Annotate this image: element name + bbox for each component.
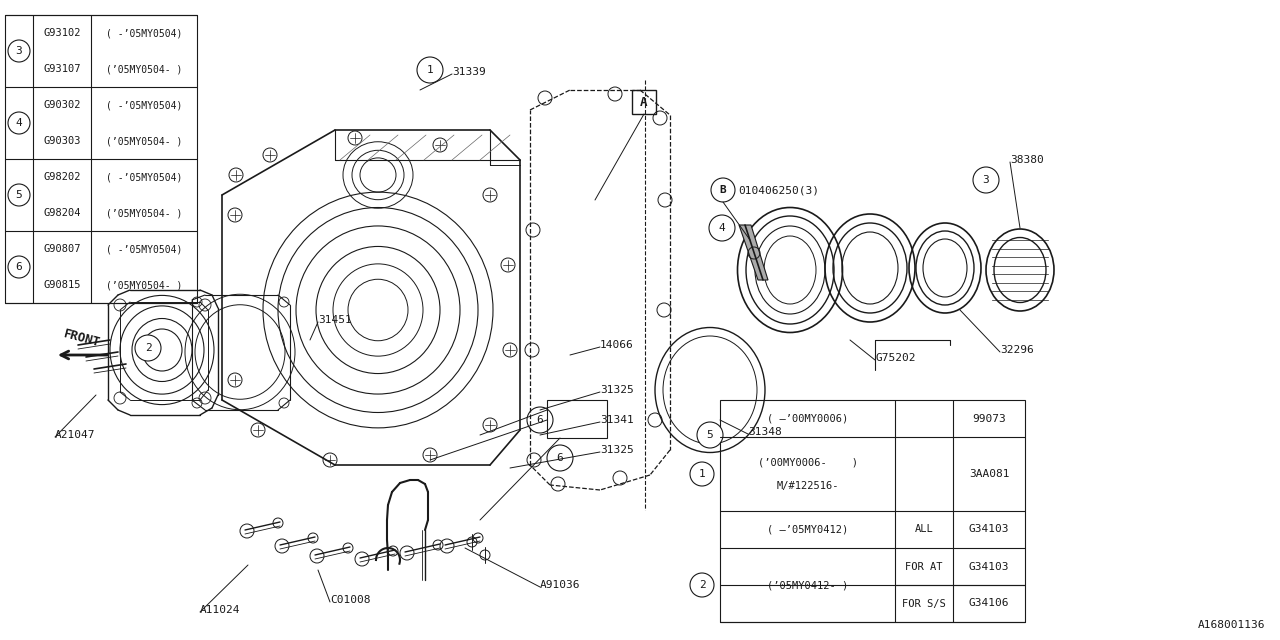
- Text: A91036: A91036: [540, 580, 581, 590]
- Text: 31451: 31451: [317, 315, 352, 325]
- Text: G90807: G90807: [44, 244, 81, 254]
- Text: 3: 3: [983, 175, 989, 185]
- Text: 5: 5: [707, 430, 713, 440]
- Text: 14066: 14066: [600, 340, 634, 350]
- Text: ( -’05MY0504): ( -’05MY0504): [106, 244, 182, 254]
- Text: C01008: C01008: [330, 595, 370, 605]
- Text: G34103: G34103: [969, 525, 1009, 534]
- Circle shape: [134, 335, 161, 361]
- Text: 31348: 31348: [748, 427, 782, 437]
- Text: G93102: G93102: [44, 28, 81, 38]
- Circle shape: [527, 407, 553, 433]
- Text: G98204: G98204: [44, 208, 81, 218]
- Bar: [5, 15, 197, 303]
- Text: FRONT: FRONT: [61, 327, 101, 349]
- Text: G90302: G90302: [44, 100, 81, 110]
- Text: ( -’05MY0504): ( -’05MY0504): [106, 100, 182, 110]
- Circle shape: [547, 445, 573, 471]
- Text: 38380: 38380: [1010, 155, 1043, 165]
- Text: 4: 4: [718, 223, 726, 233]
- Text: G34103: G34103: [969, 561, 1009, 572]
- Text: G90815: G90815: [44, 280, 81, 290]
- Text: 31339: 31339: [452, 67, 485, 77]
- Text: A168001136: A168001136: [1198, 620, 1265, 630]
- Bar: [632, 90, 657, 114]
- Text: G90303: G90303: [44, 136, 81, 146]
- Bar: [719, 400, 1025, 622]
- Text: 2: 2: [699, 580, 705, 590]
- Text: 31325: 31325: [600, 445, 634, 455]
- Text: 6: 6: [15, 262, 22, 272]
- Text: M/#122516-: M/#122516-: [776, 481, 838, 491]
- Text: 1: 1: [426, 65, 434, 75]
- Text: G34106: G34106: [969, 598, 1009, 609]
- Text: (’05MY0504- ): (’05MY0504- ): [106, 64, 182, 74]
- Text: B: B: [719, 185, 726, 195]
- Text: 010406250(3): 010406250(3): [739, 185, 819, 195]
- Circle shape: [973, 167, 998, 193]
- Polygon shape: [739, 225, 768, 280]
- Text: 1: 1: [699, 469, 705, 479]
- Text: (’00MY0006-    ): (’00MY0006- ): [758, 457, 858, 467]
- Text: (’05MY0504- ): (’05MY0504- ): [106, 280, 182, 290]
- Text: G98202: G98202: [44, 172, 81, 182]
- Text: (’05MY0412- ): (’05MY0412- ): [767, 580, 849, 590]
- Text: G93107: G93107: [44, 64, 81, 74]
- Text: ( –’05MY0412): ( –’05MY0412): [767, 525, 849, 534]
- Text: ( –’00MY0006): ( –’00MY0006): [767, 413, 849, 424]
- Text: (’05MY0504- ): (’05MY0504- ): [106, 208, 182, 218]
- Text: 99073: 99073: [972, 413, 1006, 424]
- Text: 4: 4: [15, 118, 22, 128]
- Text: 5: 5: [15, 190, 22, 200]
- Text: 6: 6: [557, 453, 563, 463]
- Text: 31341: 31341: [600, 415, 634, 425]
- Text: A: A: [640, 95, 648, 109]
- Text: ( -’05MY0504): ( -’05MY0504): [106, 28, 182, 38]
- Text: ( -’05MY0504): ( -’05MY0504): [106, 172, 182, 182]
- Text: (’05MY0504- ): (’05MY0504- ): [106, 136, 182, 146]
- Circle shape: [698, 422, 723, 448]
- Text: 2: 2: [145, 343, 151, 353]
- Text: 31325: 31325: [600, 385, 634, 395]
- Text: 3: 3: [15, 46, 22, 56]
- Text: 6: 6: [536, 415, 544, 425]
- Circle shape: [417, 57, 443, 83]
- Text: 3AA081: 3AA081: [969, 469, 1009, 479]
- Text: G75202: G75202: [876, 353, 915, 363]
- Bar: [547, 400, 607, 438]
- Text: ALL: ALL: [915, 525, 933, 534]
- Text: FOR AT: FOR AT: [905, 561, 943, 572]
- Text: A11024: A11024: [200, 605, 241, 615]
- Text: FOR S/S: FOR S/S: [902, 598, 946, 609]
- Text: A21047: A21047: [55, 430, 96, 440]
- Circle shape: [709, 215, 735, 241]
- Text: 32296: 32296: [1000, 345, 1034, 355]
